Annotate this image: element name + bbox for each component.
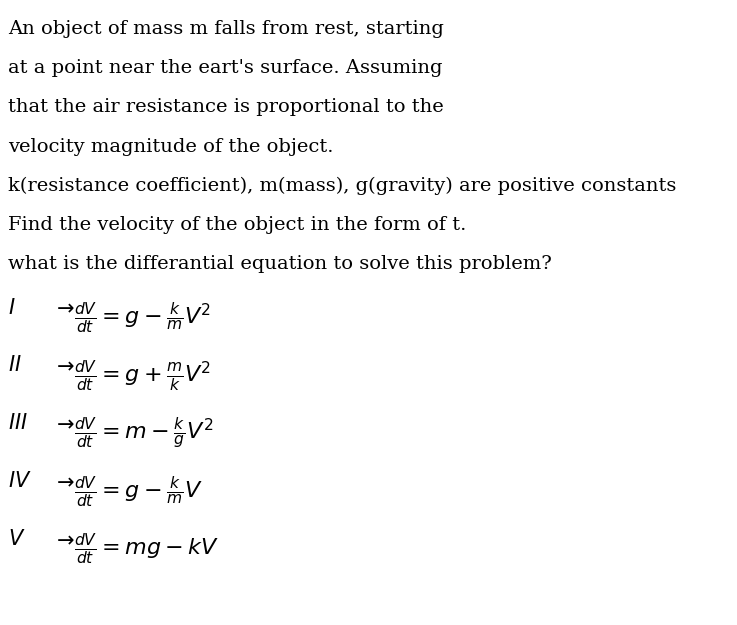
Text: velocity magnitude of the object.: velocity magnitude of the object. [7, 138, 333, 156]
Text: $\rightarrow$: $\rightarrow$ [52, 413, 74, 433]
Text: $\mathit{V}$: $\mathit{V}$ [7, 529, 25, 549]
Text: $\frac{dV}{dt} = mg - kV$: $\frac{dV}{dt} = mg - kV$ [74, 531, 219, 566]
Text: $\mathit{II}$: $\mathit{II}$ [7, 356, 21, 376]
Text: $\rightarrow$: $\rightarrow$ [52, 529, 74, 549]
Text: at a point near the eart's surface. Assuming: at a point near the eart's surface. Assu… [7, 59, 442, 78]
Text: Find the velocity of the object in the form of t.: Find the velocity of the object in the f… [7, 216, 466, 234]
Text: $\rightarrow$: $\rightarrow$ [52, 298, 74, 318]
Text: $\mathit{IV}$: $\mathit{IV}$ [7, 471, 32, 491]
Text: $\mathit{I}$: $\mathit{I}$ [7, 298, 15, 318]
Text: $\frac{dV}{dt} = m - \frac{k}{g}V^2$: $\frac{dV}{dt} = m - \frac{k}{g}V^2$ [74, 416, 213, 451]
Text: k(resistance coefficient), m(mass), g(gravity) are positive constants: k(resistance coefficient), m(mass), g(gr… [7, 177, 676, 195]
Text: An object of mass m falls from rest, starting: An object of mass m falls from rest, sta… [7, 20, 444, 38]
Text: $\mathit{III}$: $\mathit{III}$ [7, 413, 27, 433]
Text: $\frac{dV}{dt} = g + \frac{m}{k}V^2$: $\frac{dV}{dt} = g + \frac{m}{k}V^2$ [74, 358, 211, 393]
Text: what is the differantial equation to solve this problem?: what is the differantial equation to sol… [7, 255, 551, 273]
Text: $\rightarrow$: $\rightarrow$ [52, 471, 74, 491]
Text: $\frac{dV}{dt} = g - \frac{k}{m}V$: $\frac{dV}{dt} = g - \frac{k}{m}V$ [74, 474, 203, 509]
Text: $\rightarrow$: $\rightarrow$ [52, 356, 74, 376]
Text: $\frac{dV}{dt} = g - \frac{k}{m}V^2$: $\frac{dV}{dt} = g - \frac{k}{m}V^2$ [74, 300, 211, 335]
Text: that the air resistance is proportional to the: that the air resistance is proportional … [7, 99, 444, 116]
